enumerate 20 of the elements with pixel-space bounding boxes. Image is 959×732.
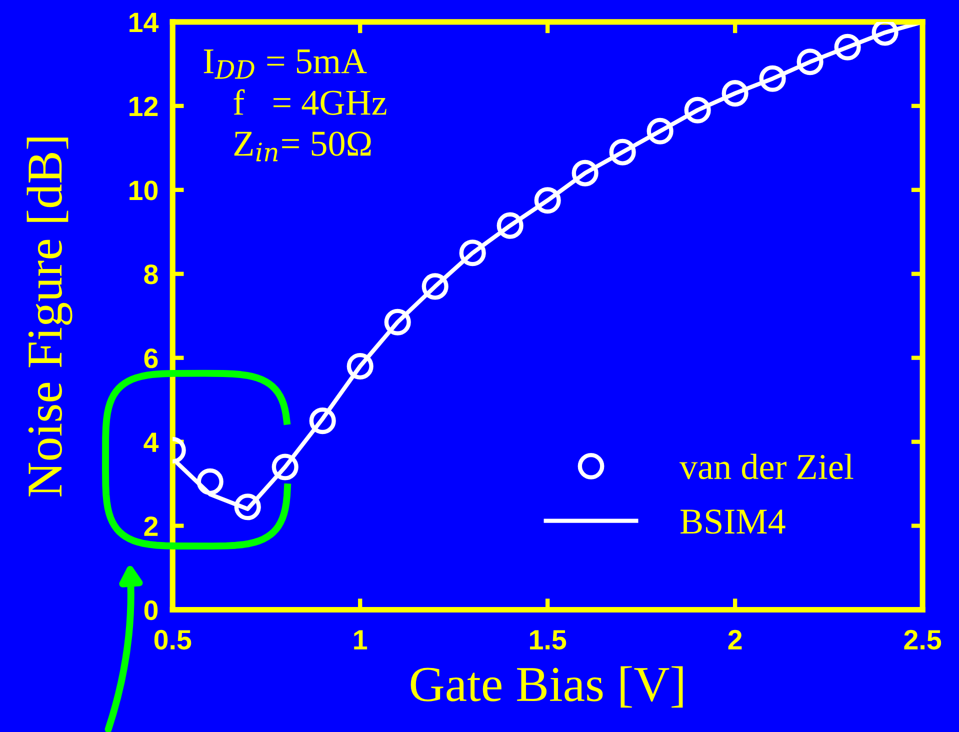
x-tick-label: 0.5	[154, 630, 192, 650]
y-axis-title: Noise Figure [dB]	[26, 138, 72, 496]
annotation: Z$_{in}$= 50Ω	[234, 132, 371, 162]
x-axis-title: Gate Bias [V]	[410, 666, 683, 708]
y-tick-label: 10	[130, 180, 158, 200]
legend-label: BSIM4	[680, 510, 786, 534]
y-tick-label: 2	[144, 516, 158, 536]
y-tick-label: 12	[130, 96, 158, 116]
y-tick-label: 0	[144, 600, 158, 620]
x-tick-label: 1	[354, 630, 368, 650]
y-tick-label: 14	[130, 12, 159, 32]
x-tick-label: 2.5	[904, 630, 942, 650]
annotation: f = 4GHz	[234, 89, 386, 115]
y-tick-label: 6	[144, 348, 158, 368]
y-tick-label: 4	[144, 432, 159, 452]
x-tick-label: 2	[728, 630, 742, 650]
legend-label: van der Ziel	[679, 454, 854, 480]
annotation: I$_{DD}$ = 5mA	[204, 49, 367, 79]
y-tick-label: 8	[144, 264, 158, 284]
x-tick-label: 1.5	[530, 630, 566, 650]
